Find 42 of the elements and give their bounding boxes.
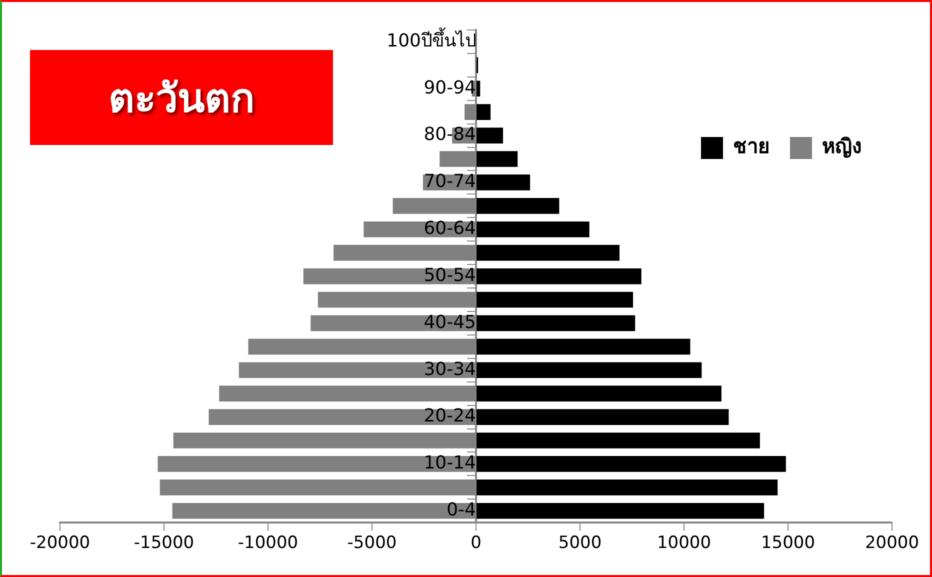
y-tick-label: 70-74 [424,171,476,192]
title-banner: ตะวันตก [30,50,333,145]
y-tick-label: 10-14 [424,452,476,474]
legend-label: หญิง [822,134,862,158]
y-tick-label: 60-64 [424,218,476,240]
y-tick-label: 20-24 [424,406,476,427]
y-tick-label: 40-45 [424,312,476,333]
y-tick-label: 30-34 [424,358,476,380]
legend-label: ชาย [733,134,770,158]
x-tick-label: 0 [470,533,482,554]
bar [476,480,778,496]
x-tick-label: 15000 [760,533,816,554]
bar [476,292,634,308]
bar [476,409,729,425]
bar [476,362,702,378]
x-tick-label: -5000 [347,533,397,554]
bar [476,198,560,214]
bar [476,128,504,144]
bar [476,104,491,120]
x-tick-label: -20000 [30,533,90,554]
bar [476,386,722,402]
y-tick-label: 50-54 [424,264,476,286]
x-tick-label: 20000 [864,533,920,554]
bar [476,244,620,261]
bar [476,338,690,355]
bar [476,80,480,97]
bar [476,315,636,332]
bar [476,502,764,519]
x-tick-label: -15000 [134,533,194,554]
y-tick-label: 0-4 [446,500,476,521]
x-tick-label: -10000 [238,533,298,554]
bar [476,174,530,190]
bar [476,268,642,284]
y-tick-label: 80-84 [424,124,476,146]
x-tick-label: 10000 [656,533,712,554]
y-tick-label: 100ปีขึ้นไป [386,27,476,52]
y-tick-label: 90-94 [424,77,476,98]
bar [476,221,590,238]
x-tick-label: 5000 [558,533,602,554]
bar [476,432,760,448]
bar [476,151,518,167]
bar [476,456,786,472]
